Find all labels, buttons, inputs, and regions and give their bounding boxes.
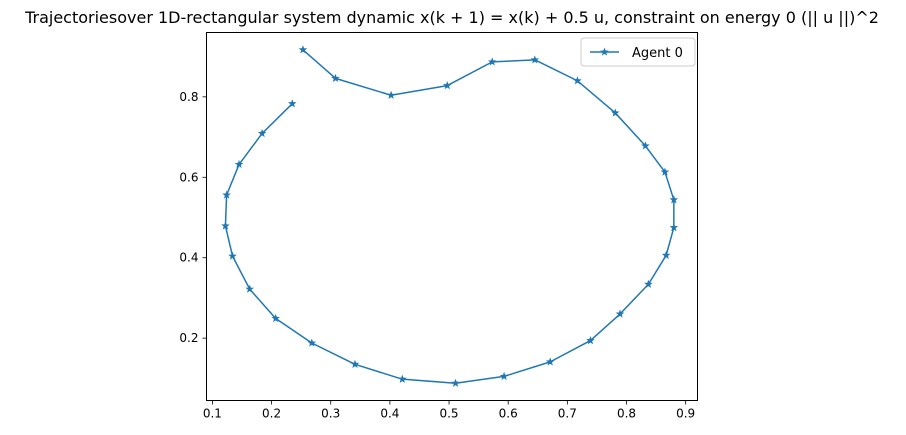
x-tick-label: 0.6 [499,407,518,421]
data-point [307,338,317,347]
x-tick-label: 0.8 [617,407,636,421]
y-axis: 0.2 0.4 0.6 0.8 [179,90,207,345]
data-point [350,359,360,368]
series-line [224,49,675,384]
x-tick-label: 0.2 [262,407,281,421]
data-point [545,357,555,366]
data-point [271,313,280,323]
chart-title: Trajectoriesover 1D-rectangular system d… [24,8,879,27]
data-point [222,190,231,199]
data-point [257,128,267,138]
plot-area [206,32,698,401]
data-point [644,279,653,288]
legend-label: Agent 0 [632,46,683,61]
data-point [661,250,671,259]
data-point [660,167,670,176]
x-tick-label: 0.3 [321,407,340,421]
data-point [245,284,254,293]
data-point [669,223,679,232]
x-axis: 0.1 0.2 0.3 0.4 0.5 0.6 0.7 0.8 0.9 [203,400,695,421]
data-point [331,73,340,82]
data-point [442,81,452,90]
data-point [234,159,244,169]
y-tick-label: 0.6 [179,170,198,184]
x-tick-label: 0.7 [558,407,577,421]
legend-marker [600,47,609,56]
x-tick-label: 0.9 [676,407,695,421]
data-point [669,195,679,204]
legend-box [580,37,696,67]
data-point [398,374,407,383]
data-point [451,378,460,387]
data-point [298,45,308,54]
data-point [530,55,540,64]
x-tick-label: 0.1 [203,407,222,421]
data-point [288,99,297,108]
data-point [228,251,237,260]
data-point [573,76,582,85]
data-point [221,221,230,230]
data-point [499,371,509,381]
data-point [615,309,625,318]
data-point [610,108,620,117]
y-tick-label: 0.4 [179,251,198,265]
x-tick-label: 0.5 [439,407,458,421]
data-point [386,90,396,99]
data-point [641,141,650,150]
data-point [487,57,497,66]
x-tick-label: 0.4 [380,407,399,421]
data-point [586,336,595,345]
legend: Agent 0 [580,37,696,67]
y-tick-label: 0.8 [179,90,198,104]
y-tick-label: 0.2 [179,331,198,345]
series-layer [221,45,679,387]
